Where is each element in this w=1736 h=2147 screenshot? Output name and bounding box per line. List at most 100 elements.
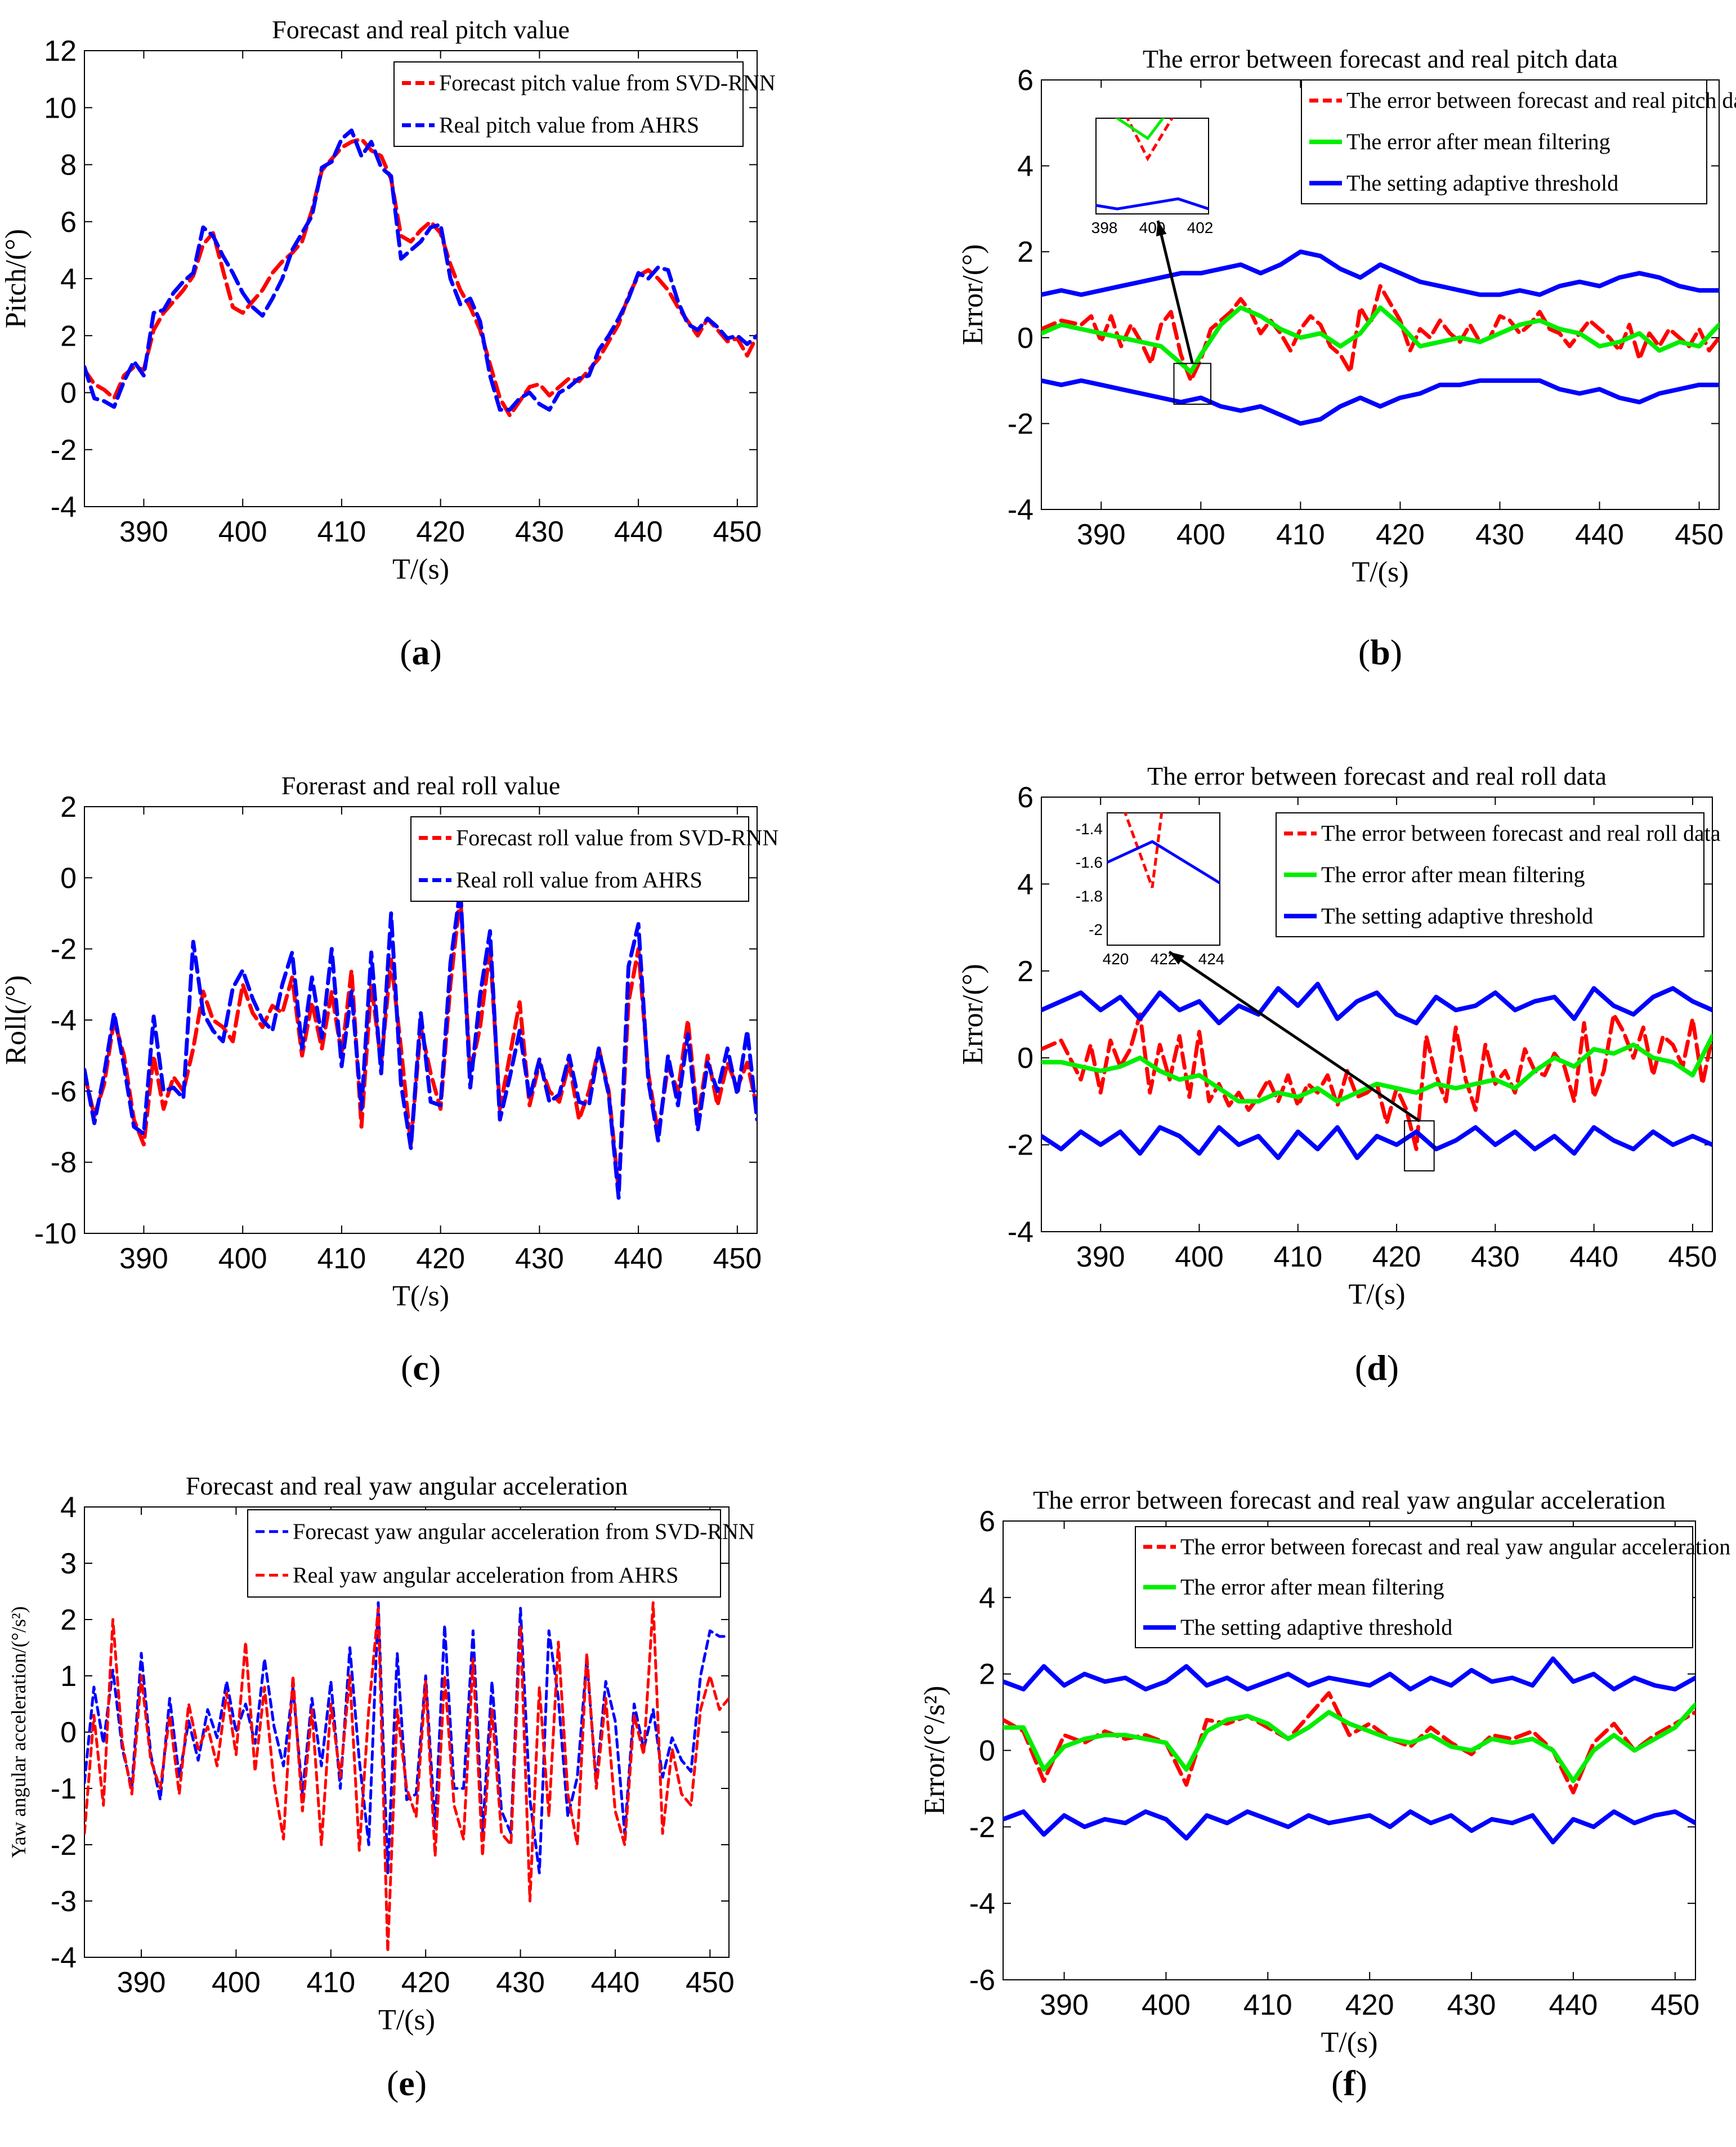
x-tick-label: 390 [1077, 518, 1126, 551]
caption-letter: c [413, 1348, 428, 1388]
inset-y-tick-label: -1.8 [1076, 887, 1103, 905]
x-tick-label: 430 [1447, 1989, 1496, 2021]
chart-f: The error between forecast and real yaw … [868, 1431, 1736, 2146]
chart-title: The error between forecast and real pitc… [1143, 44, 1618, 73]
y-axis-label: Pitch/(°) [0, 229, 32, 329]
legend-label: Forecast yaw angular acceleration from S… [293, 1519, 755, 1544]
y-tick-label: 4 [60, 1491, 77, 1524]
caption-close: ) [1355, 2063, 1367, 2103]
y-tick-label: 12 [44, 35, 77, 68]
y-tick-label: -4 [51, 1942, 77, 1974]
x-axis-label: T/(s) [1321, 2027, 1377, 2059]
panel-f: The error between forecast and real yaw … [868, 1431, 1736, 2146]
y-tick-label: 6 [979, 1505, 995, 1538]
series-line-4 [1003, 1809, 1695, 1845]
series-line-1 [84, 1601, 729, 1875]
legend-label: Real roll value from AHRS [456, 867, 703, 893]
y-tick-label: 4 [1017, 868, 1033, 901]
y-tick-label: 8 [60, 149, 77, 182]
inset-y-tick-label: -1.4 [1076, 820, 1103, 838]
series-line-1 [1041, 284, 1719, 383]
y-tick-label: -4 [51, 491, 77, 524]
y-tick-label: 0 [60, 377, 77, 410]
y-axis-label: Error/(°) [957, 964, 989, 1065]
series-line-4 [1041, 378, 1719, 426]
x-tick-label: 420 [1376, 518, 1425, 551]
caption-close: ) [1387, 1348, 1399, 1388]
y-tick-label: 6 [1017, 781, 1033, 814]
panel-c: Forerast and real roll value 390 400 410 420… [0, 715, 868, 1431]
y-tick-label: -2 [51, 1829, 77, 1862]
caption-close: ) [1390, 632, 1402, 672]
x-axis-label: T/(s) [1348, 1278, 1405, 1310]
chart-e: Forecast and real yaw angular accelerati… [0, 1431, 868, 2146]
series-group [1041, 982, 1712, 1160]
panel-caption: (c) [401, 1348, 441, 1388]
inset-x-tick-label: 400 [1139, 219, 1166, 236]
legend-box [1301, 79, 1707, 204]
legend-label: The error after mean filtering [1180, 1575, 1444, 1600]
caption-letter: a [412, 632, 430, 672]
x-tick-label: 390 [117, 1966, 166, 1999]
y-tick-label: 0 [1017, 1042, 1033, 1075]
y-tick-label: 6 [1017, 64, 1033, 97]
caption-open: ( [400, 632, 411, 672]
caption-close: ) [430, 632, 442, 672]
series-line-3 [1041, 982, 1712, 1026]
panel-a: Forecast and real pitch value 390 400 410 42… [0, 0, 868, 715]
y-tick-label: -2 [51, 933, 77, 966]
x-tick-label: 450 [713, 516, 762, 548]
x-tick-label: 450 [1668, 1241, 1717, 1273]
x-axis-label: T(/s) [392, 1280, 449, 1312]
inset-x-tick-label: 398 [1091, 219, 1118, 236]
panel-caption: (e) [387, 2063, 427, 2103]
series-line-2 [1003, 1702, 1695, 1783]
x-tick-label: 400 [1175, 1241, 1224, 1273]
panel-caption: (f) [1331, 2063, 1367, 2103]
legend-box [410, 816, 749, 902]
series-group [84, 128, 757, 418]
legend-box [1276, 812, 1704, 937]
x-tick-label: 390 [119, 1242, 168, 1275]
legend-label: The error between forecast and real pitc… [1346, 88, 1736, 113]
series-group [1041, 249, 1719, 426]
y-tick-label: 2 [979, 1658, 995, 1691]
series-group [84, 886, 757, 1200]
y-tick-label: -3 [51, 1885, 77, 1918]
inset-frame [1107, 812, 1220, 946]
panel-caption: (d) [1355, 1348, 1399, 1388]
chart-title: Forecast and real pitch value [272, 15, 570, 44]
x-tick-label: 440 [614, 1242, 663, 1275]
series-line-2 [84, 886, 757, 1200]
panel-caption: (b) [1358, 632, 1402, 672]
legend-label: The setting adaptive threshold [1180, 1614, 1452, 1640]
panel-b: The error between forecast and real pitc… [868, 0, 1736, 715]
y-tick-label: 10 [44, 92, 77, 124]
zoom-arrow-head [1156, 221, 1167, 236]
x-tick-label: 420 [1372, 1241, 1421, 1273]
legend-label: The error after mean filtering [1346, 129, 1610, 154]
y-tick-label: -10 [34, 1218, 77, 1250]
legend-box [393, 61, 744, 147]
legend-box [1135, 1526, 1693, 1648]
x-tick-label: 400 [212, 1966, 261, 1999]
y-axis-label: Error/(°) [957, 244, 989, 346]
x-tick-label: 440 [1569, 1241, 1618, 1273]
y-tick-label: -8 [51, 1147, 77, 1179]
y-tick-label: 0 [979, 1735, 995, 1768]
series-group [1003, 1656, 1695, 1845]
x-tick-label: 410 [317, 516, 366, 548]
x-axis-label: T/(s) [392, 553, 449, 585]
y-tick-label: 4 [1017, 150, 1033, 183]
caption-close: ) [415, 2063, 427, 2103]
chart-title: The error between forecast and real yaw … [1033, 1486, 1666, 1514]
caption-letter: e [399, 2063, 414, 2103]
x-tick-label: 420 [416, 516, 465, 548]
chart-d: The error between forecast and real roll… [868, 715, 1736, 1431]
y-tick-label: -2 [51, 434, 77, 467]
y-tick-label: -1 [51, 1773, 77, 1805]
y-tick-label: -6 [51, 1075, 77, 1108]
legend-label: The setting adaptive threshold [1321, 903, 1593, 928]
x-tick-label: 400 [218, 1242, 267, 1275]
